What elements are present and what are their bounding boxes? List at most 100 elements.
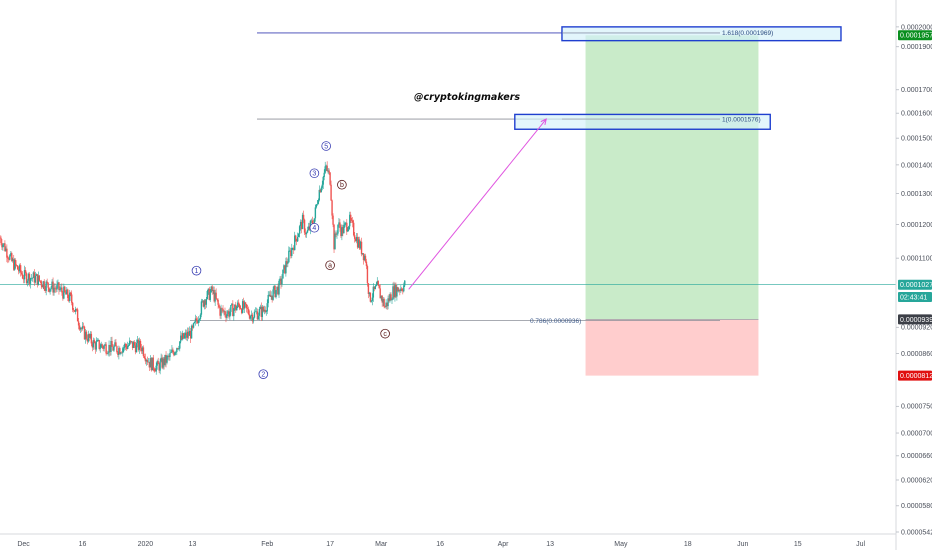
candle (72, 301, 74, 313)
candle (208, 286, 210, 301)
candle (215, 288, 217, 300)
candle-body (61, 287, 63, 293)
candle-body (317, 200, 320, 204)
candle-body (22, 278, 25, 280)
wave-label-5: 5 (321, 141, 331, 151)
candle (94, 341, 96, 354)
candle (378, 284, 380, 289)
candle (294, 231, 296, 251)
wave-label-circle (380, 328, 390, 339)
candle (253, 309, 256, 319)
candle (373, 286, 376, 292)
candle (369, 292, 372, 303)
candle-body (313, 218, 316, 226)
candle (238, 299, 240, 308)
candle-body (387, 298, 389, 307)
price-badge-label: 02:43:41 (900, 294, 927, 301)
candle-body (135, 343, 138, 353)
candle (237, 300, 239, 309)
candle (302, 210, 305, 224)
candle-body (151, 357, 153, 371)
candle (328, 168, 330, 175)
time-axis[interactable]: Dec 16 2020 13 Feb 17 Mar 16 Apr 13 May 18 Jun 15 Jul (0, 533, 896, 548)
candle-body (204, 300, 207, 305)
candle-body (371, 297, 374, 301)
candle (241, 299, 244, 314)
candle-body (88, 334, 91, 338)
candle (143, 353, 146, 360)
wave-label-circle (325, 260, 335, 271)
candle-body (378, 285, 380, 289)
candle (135, 339, 138, 353)
candle (276, 286, 278, 295)
candle (230, 304, 232, 316)
candle-body (60, 287, 62, 290)
candle (188, 326, 191, 336)
candle (86, 334, 89, 345)
candle-body (150, 358, 152, 371)
candle-body (340, 228, 342, 236)
candle-body (76, 309, 79, 322)
candle (317, 198, 320, 205)
candle (272, 286, 274, 301)
candle-body (346, 222, 348, 232)
candle (319, 189, 321, 193)
candle-body (163, 358, 165, 366)
candle (67, 288, 69, 302)
candle (0, 235, 2, 246)
candle (38, 275, 40, 282)
candle-body (196, 320, 199, 324)
candle (401, 286, 403, 292)
candle (231, 302, 233, 306)
candle-body (63, 286, 65, 299)
candle-body (307, 226, 310, 231)
candle (325, 164, 327, 171)
candle (138, 337, 141, 354)
candle (292, 247, 294, 250)
candle-body (342, 226, 344, 234)
time-tick-label: Jul (856, 541, 865, 548)
fib-target-box (561, 26, 842, 42)
candle (395, 282, 397, 299)
candle (372, 283, 375, 302)
candle (339, 219, 341, 232)
candle-body (41, 285, 43, 288)
candle-body (59, 289, 61, 291)
candle-body (231, 303, 233, 306)
time-tick-label: 13 (546, 541, 554, 548)
candle (43, 279, 45, 291)
candle-body (401, 288, 403, 291)
candle-body (91, 343, 94, 348)
candle (397, 286, 399, 292)
candle (377, 280, 379, 287)
candle (56, 280, 58, 293)
candle (260, 302, 263, 322)
candle-body (160, 357, 162, 362)
candle (75, 308, 78, 312)
candle-body (296, 236, 299, 242)
candle (141, 345, 144, 355)
candle-body (110, 340, 112, 352)
candle (115, 339, 117, 347)
candle (91, 341, 94, 352)
price-tick-label: 0.0000580 (901, 503, 932, 510)
candle (139, 339, 142, 352)
candle-body (400, 288, 402, 291)
candle (363, 254, 366, 262)
candle (306, 226, 309, 234)
candle-body (95, 341, 97, 350)
fib-level-label: 0.786(0.0000936) (530, 318, 581, 325)
candle-body (389, 294, 391, 301)
candle (318, 185, 320, 202)
candle-body (197, 319, 200, 324)
candle-body (193, 321, 196, 324)
candle (232, 300, 234, 317)
candle (219, 306, 221, 319)
candle (390, 292, 392, 301)
candle (156, 359, 158, 370)
price-axis[interactable]: 0.0002000 0.0001900 0.0001700 0.0001600 0.00… (895, 0, 932, 550)
candle-body (152, 357, 154, 369)
candle-body (74, 308, 77, 312)
candle-body (0, 237, 2, 244)
